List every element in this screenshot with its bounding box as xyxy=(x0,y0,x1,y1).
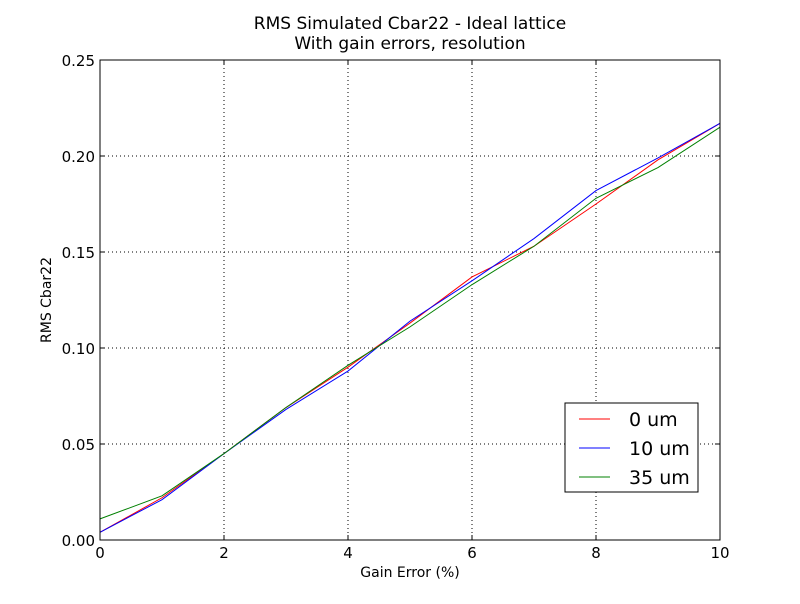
x-tick-label: 6 xyxy=(467,544,477,562)
tick-labels: 0 2 4 6 8 10 0.00 0.05 0.10 0.15 0.20 0.25 xyxy=(62,52,730,562)
y-axis-label: RMS Cbar22 xyxy=(39,257,55,343)
y-tick-label: 0.10 xyxy=(62,340,95,358)
y-tick-label: 0.25 xyxy=(62,52,95,70)
x-tick-label: 2 xyxy=(219,544,229,562)
y-tick-label: 0.15 xyxy=(62,244,95,262)
chart-subtitle: With gain errors, resolution xyxy=(294,34,525,54)
plot-frame xyxy=(99,59,721,541)
y-tick-label: 0.20 xyxy=(62,148,95,166)
legend-label-10-um: 10 um xyxy=(629,438,690,460)
series-line-35-um xyxy=(99,126,721,520)
y-tick-label: 0.05 xyxy=(62,436,95,454)
x-axis-label: Gain Error (%) xyxy=(360,565,459,581)
chart-title: RMS Simulated Cbar22 - Ideal lattice xyxy=(254,14,566,34)
x-tick-label: 10 xyxy=(710,544,729,562)
y-tick-label: 0.00 xyxy=(62,532,95,550)
series-line-0-um xyxy=(99,122,721,533)
x-tick-label: 8 xyxy=(591,544,601,562)
legend-label-35-um: 35 um xyxy=(629,467,690,489)
axis-ticks xyxy=(99,59,721,541)
x-tick-label: 0 xyxy=(95,544,105,562)
x-tick-label: 4 xyxy=(343,544,353,562)
series-lines xyxy=(99,122,721,533)
legend: 0 um 10 um 35 um xyxy=(564,402,699,493)
series-line-10-um xyxy=(99,122,721,533)
legend-label-0-um: 0 um xyxy=(629,409,678,431)
